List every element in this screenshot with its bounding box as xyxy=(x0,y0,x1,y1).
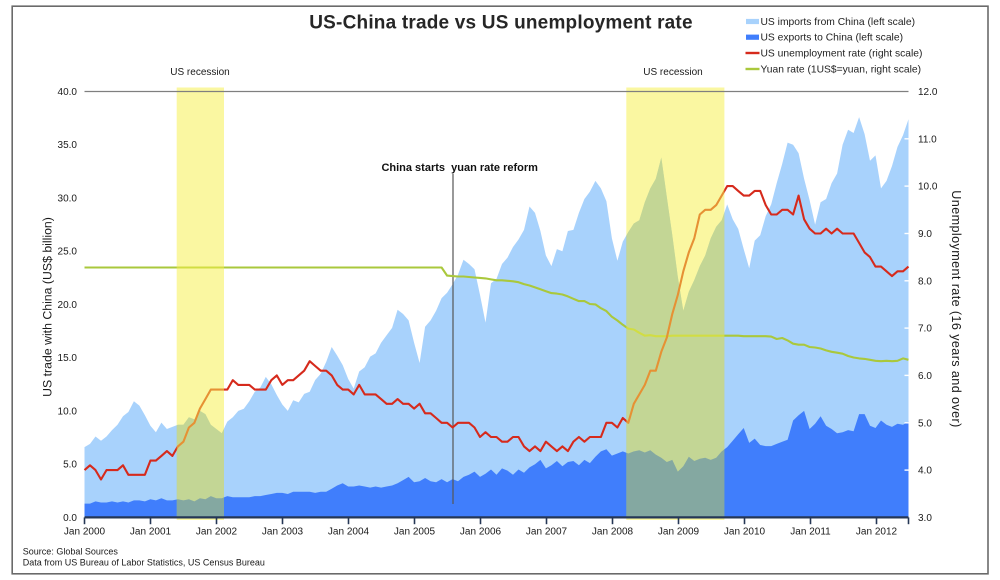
svg-text:8.0: 8.0 xyxy=(918,276,932,287)
svg-text:25.0: 25.0 xyxy=(58,247,78,258)
svg-text:Data from US Bureau of Labor S: Data from US Bureau of Labor Statistics,… xyxy=(23,557,265,567)
svg-text:Jan 2010: Jan 2010 xyxy=(724,527,766,538)
svg-text:4.0: 4.0 xyxy=(918,466,932,477)
svg-text:Jan 2001: Jan 2001 xyxy=(130,527,172,538)
svg-text:Jan 2009: Jan 2009 xyxy=(658,527,700,538)
svg-text:China starts yuan rate reform: China starts yuan rate reform xyxy=(381,162,538,174)
svg-text:US recession: US recession xyxy=(170,67,229,78)
svg-text:Jan 2003: Jan 2003 xyxy=(262,527,304,538)
svg-text:10.0: 10.0 xyxy=(58,406,78,417)
svg-text:US-China trade vs US unemploym: US-China trade vs US unemployment rate xyxy=(309,13,692,34)
svg-text:Jan 2011: Jan 2011 xyxy=(790,527,831,538)
svg-text:7.0: 7.0 xyxy=(918,324,932,335)
svg-text:Jan 2004: Jan 2004 xyxy=(328,527,370,538)
svg-text:Jan 2002: Jan 2002 xyxy=(196,527,238,538)
svg-text:Jan 2000: Jan 2000 xyxy=(64,527,106,538)
svg-text:12.0: 12.0 xyxy=(918,87,938,98)
svg-text:11.0: 11.0 xyxy=(918,134,937,145)
svg-text:Jan 2007: Jan 2007 xyxy=(526,527,568,538)
svg-text:9.0: 9.0 xyxy=(918,229,932,240)
svg-text:30.0: 30.0 xyxy=(58,194,78,205)
svg-text:6.0: 6.0 xyxy=(918,371,932,382)
svg-text:35.0: 35.0 xyxy=(58,140,78,151)
svg-text:20.0: 20.0 xyxy=(58,300,78,311)
svg-text:Jan 2008: Jan 2008 xyxy=(592,527,634,538)
svg-text:10.0: 10.0 xyxy=(918,182,938,193)
svg-text:5.0: 5.0 xyxy=(63,460,77,471)
svg-text:US exports to China (left scal: US exports to China (left scale) xyxy=(761,33,904,44)
svg-text:Jan 2006: Jan 2006 xyxy=(460,527,502,538)
svg-text:3.0: 3.0 xyxy=(918,513,932,524)
svg-text:Unemployment rate (16 years an: Unemployment rate (16 years and over) xyxy=(949,190,963,427)
svg-text:40.0: 40.0 xyxy=(58,87,78,98)
svg-text:Jan 2005: Jan 2005 xyxy=(394,527,436,538)
svg-text:Yuan rate (1US$=yuan, right sc: Yuan rate (1US$=yuan, right scale) xyxy=(761,64,922,75)
svg-text:US trade with China (US$ billi: US trade with China (US$ billion) xyxy=(41,217,55,397)
svg-text:Jan 2012: Jan 2012 xyxy=(856,527,898,538)
svg-text:0.0: 0.0 xyxy=(63,513,77,524)
svg-text:5.0: 5.0 xyxy=(918,418,932,429)
svg-text:US imports from China (left sc: US imports from China (left scale) xyxy=(761,17,916,28)
svg-text:US recession: US recession xyxy=(643,67,702,78)
svg-text:US unemployment rate (right sc: US unemployment rate (right scale) xyxy=(761,48,923,59)
svg-text:Source: Global Sources: Source: Global Sources xyxy=(23,547,119,557)
svg-text:15.0: 15.0 xyxy=(58,353,78,364)
